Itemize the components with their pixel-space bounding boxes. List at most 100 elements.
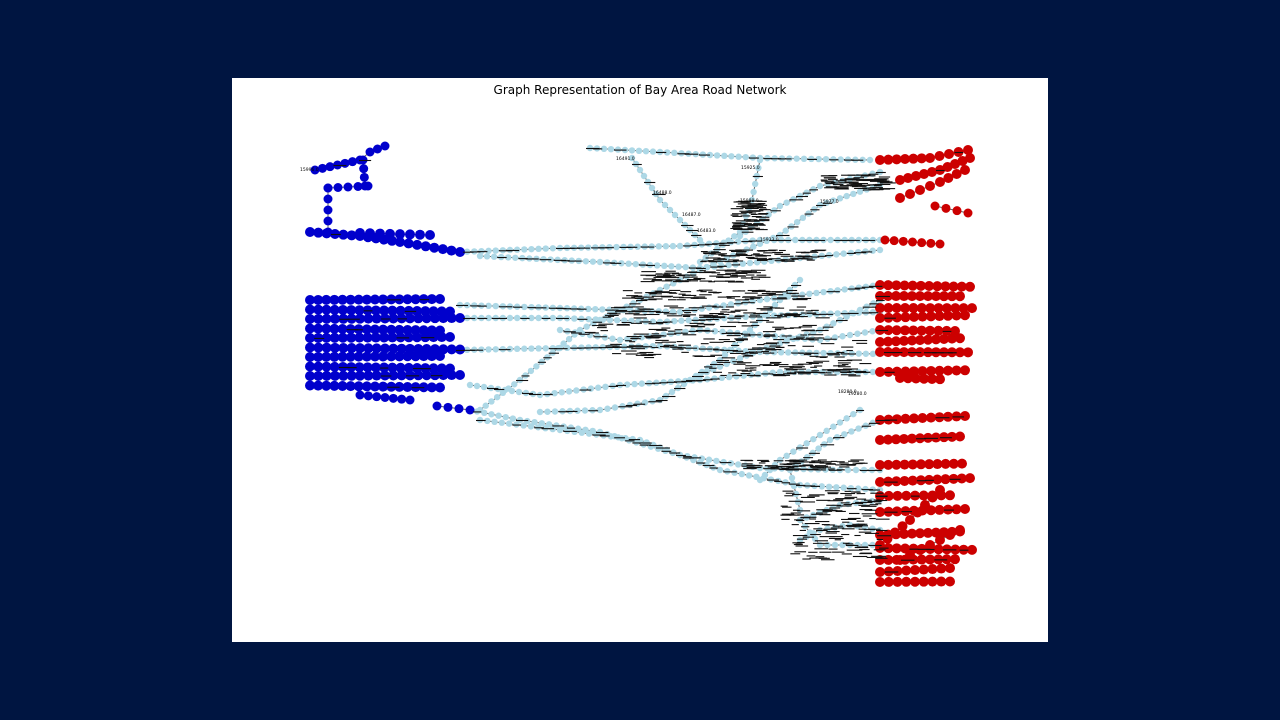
- sink-node: [933, 303, 944, 314]
- intermediate-node: [506, 345, 514, 353]
- intermediate-node: [485, 302, 492, 310]
- intermediate-node: [551, 389, 558, 397]
- sink-node: [899, 528, 909, 539]
- source-node: [394, 294, 405, 305]
- intermediate-node: [833, 251, 840, 258]
- source-node: [337, 351, 348, 362]
- sink-node: [875, 347, 885, 357]
- sink-node: [907, 291, 917, 302]
- sink-node: [889, 236, 899, 246]
- intermediate-node: [638, 380, 646, 387]
- intermediate-node: [661, 201, 669, 209]
- sink-node: [875, 567, 885, 577]
- sink-node: [942, 162, 953, 172]
- intermediate-node: [573, 387, 580, 394]
- intermediate-node: [846, 331, 854, 339]
- sink-node: [875, 367, 885, 377]
- intermediate-node: [515, 388, 523, 396]
- sink-node: [899, 459, 910, 470]
- source-node: [395, 229, 405, 240]
- sink-node: [933, 325, 944, 336]
- sink-node: [967, 544, 977, 555]
- source-node: [396, 343, 407, 354]
- intermediate-node: [698, 305, 706, 312]
- sink-node: [883, 576, 894, 587]
- intermediate-node: [721, 152, 728, 160]
- intermediate-node: [705, 304, 713, 311]
- intermediate-node: [596, 258, 604, 266]
- sink-node: [919, 169, 929, 179]
- source-node: [371, 370, 382, 381]
- sink-node: [931, 334, 941, 345]
- intermediate-node: [731, 233, 738, 240]
- sink-node: [900, 154, 910, 164]
- source-node: [428, 332, 439, 343]
- source-node: [321, 342, 332, 353]
- sink-node: [935, 535, 945, 545]
- figure-title: Graph Representation of Bay Area Road Ne…: [493, 83, 787, 97]
- intermediate-node: [869, 368, 877, 376]
- sink-node: [918, 576, 929, 587]
- sink-node: [951, 365, 962, 376]
- sink-node: [915, 280, 926, 291]
- source-node: [402, 382, 413, 392]
- intermediate-node: [777, 349, 785, 356]
- sink-node: [950, 303, 961, 314]
- sink-node: [907, 433, 917, 444]
- source-node: [362, 332, 373, 343]
- intermediate-node: [816, 182, 824, 190]
- sink-node: [916, 459, 926, 470]
- sink-node: [951, 504, 962, 515]
- source-node: [413, 370, 424, 381]
- sink-node: [963, 208, 973, 218]
- source-node: [355, 313, 365, 324]
- source-node: [338, 370, 349, 381]
- source-node: [410, 294, 421, 305]
- source-node: [421, 313, 432, 324]
- sink-node: [927, 576, 938, 587]
- intermediate-node: [466, 381, 474, 389]
- intermediate-node: [585, 430, 593, 437]
- node-label: 15988.0: [740, 198, 759, 204]
- source-node: [403, 362, 414, 373]
- source-node: [380, 141, 390, 151]
- sink-node: [892, 490, 903, 501]
- intermediate-node: [671, 317, 678, 325]
- sink-node: [935, 239, 945, 249]
- intermediate-node: [662, 243, 670, 250]
- intermediate-node: [574, 407, 581, 414]
- intermediate-node: [755, 164, 762, 172]
- sink-node: [955, 431, 965, 442]
- source-node: [361, 351, 372, 362]
- intermediate-node: [589, 258, 597, 265]
- sink-node: [931, 291, 941, 302]
- sink-node: [936, 576, 947, 587]
- source-node: [370, 324, 380, 335]
- intermediate-node: [799, 214, 807, 222]
- node-label: 18280.0: [838, 389, 857, 395]
- intermediate-node: [578, 429, 586, 436]
- source-node: [321, 323, 332, 334]
- sink-node: [943, 173, 954, 183]
- intermediate-node: [535, 345, 542, 352]
- intermediate-node: [521, 246, 528, 253]
- source-node: [387, 332, 398, 343]
- source-node: [345, 351, 356, 362]
- source-node: [395, 362, 406, 373]
- intermediate-node: [671, 149, 678, 157]
- intermediate-node: [592, 305, 599, 313]
- intermediate-node: [556, 326, 564, 334]
- sink-node: [950, 326, 960, 337]
- source-node: [305, 295, 315, 305]
- source-node: [353, 294, 364, 305]
- sink-node: [915, 291, 925, 302]
- intermediate-node: [622, 434, 629, 442]
- sink-node: [892, 576, 903, 587]
- intermediate-node: [800, 155, 808, 162]
- intermediate-node: [661, 262, 668, 270]
- intermediate-node: [761, 311, 769, 319]
- intermediate-node: [635, 317, 642, 325]
- intermediate-node: [512, 254, 519, 261]
- intermediate-node: [585, 305, 592, 313]
- intermediate-node: [720, 302, 727, 309]
